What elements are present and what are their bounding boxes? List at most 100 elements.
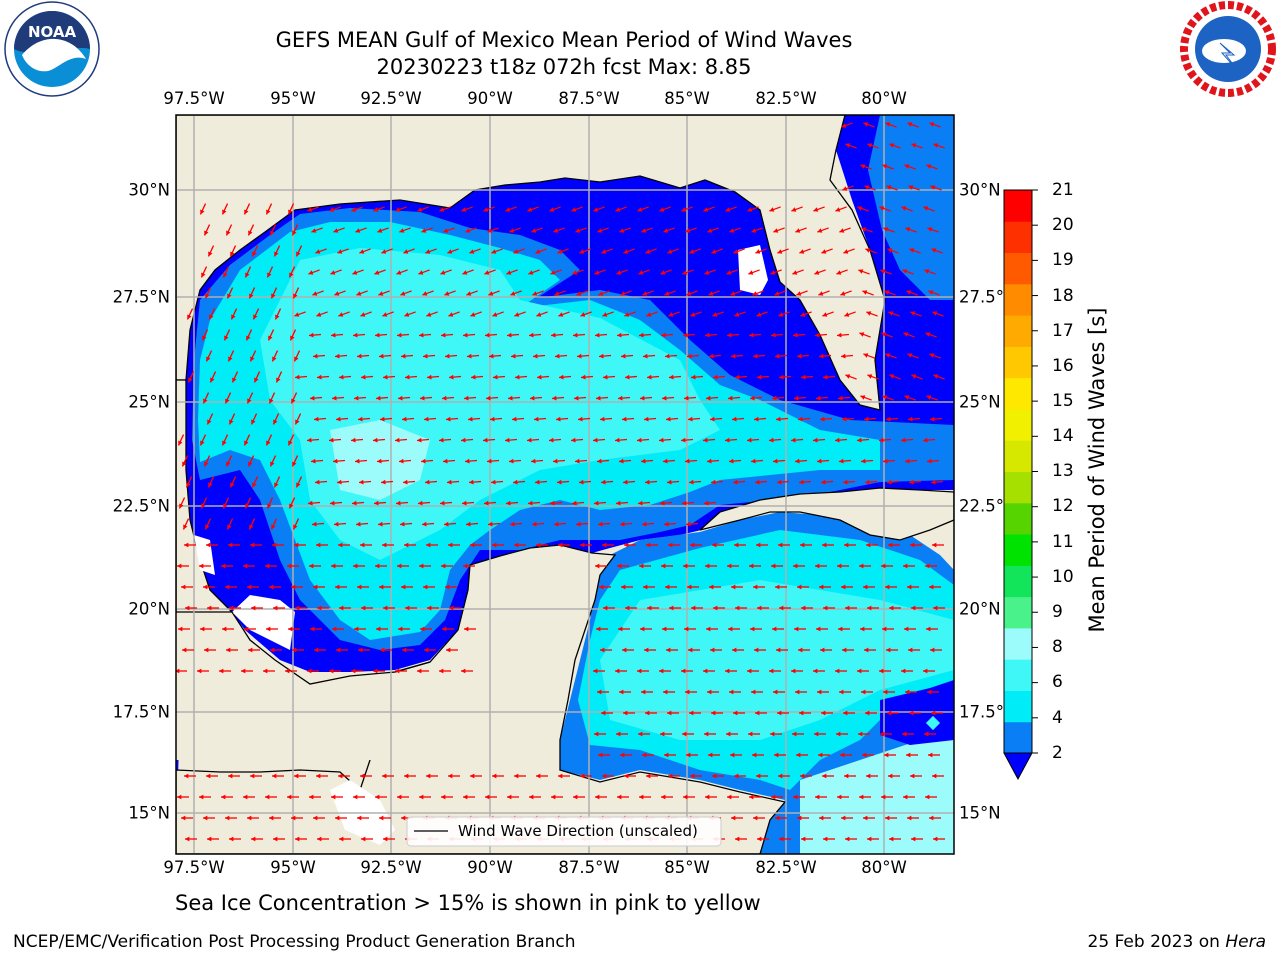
wind-wave-arrowhead — [689, 249, 695, 254]
lat-tick-left: 20°N — [128, 599, 170, 619]
lon-tick-bottom: 85°W — [664, 858, 710, 877]
lon-tick-top: 85°W — [664, 89, 710, 108]
wind-wave-arrowhead — [814, 270, 820, 275]
wind-wave-arrowhead — [644, 416, 649, 422]
wind-wave-arrowhead — [639, 794, 644, 800]
wind-wave-arrowhead — [399, 458, 404, 464]
wind-wave-arrowhead — [729, 228, 735, 233]
wind-wave-arrowhead — [712, 542, 717, 548]
wind-wave-arrowhead — [729, 458, 734, 464]
wind-wave-arrowhead — [909, 710, 914, 716]
wind-wave-arrowhead — [596, 395, 601, 401]
wind-wave-arrowhead — [641, 458, 646, 464]
wind-wave-arrowhead — [619, 689, 624, 695]
wind-wave-arrowhead — [690, 312, 696, 317]
wind-wave-arrowhead — [231, 314, 236, 320]
wind-wave-arrowhead — [752, 752, 757, 758]
lon-tick-bottom: 90°W — [467, 858, 513, 877]
lon-tick-top: 92.5°W — [360, 89, 422, 108]
wind-wave-arrowhead — [229, 605, 234, 611]
wind-wave-arrowhead — [932, 773, 937, 779]
wind-wave-arrowhead — [642, 521, 647, 527]
wind-wave-arrowhead — [725, 668, 730, 674]
wind-wave-arrowhead — [907, 584, 912, 590]
wind-wave-arrowhead — [593, 668, 598, 674]
wind-wave-arrowhead — [750, 395, 755, 401]
wind-wave-arrowhead — [837, 332, 842, 338]
wind-wave-arrowhead — [271, 293, 276, 299]
wind-wave-arrowhead — [380, 416, 385, 422]
wind-wave-arrowhead — [309, 563, 314, 569]
wind-wave-arrowhead — [927, 227, 933, 232]
wind-wave-arrowhead — [418, 500, 423, 506]
colorbar-tick: 15 — [1052, 391, 1074, 411]
wind-wave-arrowhead — [177, 563, 182, 569]
wind-wave-arrowhead — [866, 542, 871, 548]
wind-wave-arrowhead — [661, 563, 666, 569]
wind-wave-arrowhead — [594, 270, 600, 275]
wind-wave-arrowhead — [331, 794, 336, 800]
wind-wave-arrowhead — [704, 500, 709, 506]
wind-wave-arrowhead — [425, 479, 430, 485]
wind-wave-arrowhead — [905, 227, 911, 232]
wind-wave-arrowhead — [419, 794, 424, 800]
wind-wave-arrowhead — [930, 416, 935, 422]
wind-wave-arrowhead — [857, 437, 862, 443]
wind-wave-arrowhead — [246, 335, 251, 341]
wind-wave-arrowhead — [272, 542, 277, 548]
wind-wave-arrowhead — [383, 605, 388, 611]
wind-wave-arrowhead — [361, 605, 366, 611]
lon-tick-top: 90°W — [467, 89, 513, 108]
wind-wave-arrowhead — [197, 668, 202, 674]
wind-wave-arrowhead — [269, 815, 274, 821]
wind-wave-arrowhead — [642, 752, 647, 758]
wind-wave-arrowhead — [797, 815, 802, 821]
wind-wave-arrowhead — [573, 332, 578, 338]
wind-wave-arrowhead — [857, 668, 862, 674]
wind-wave-arrowhead — [536, 773, 541, 779]
wind-wave-arrowhead — [361, 374, 366, 380]
wind-wave-arrowhead — [704, 270, 710, 275]
wind-wave-arrowhead — [465, 458, 470, 464]
wind-wave-arrowhead — [792, 270, 798, 275]
wind-wave-arrowhead — [622, 647, 627, 653]
wind-wave-arrowhead — [426, 542, 431, 548]
wind-wave-arrowhead — [735, 605, 740, 611]
wind-wave-arrowhead — [615, 207, 621, 212]
wind-wave-arrowhead — [682, 731, 687, 737]
wind-wave-arrowhead — [928, 752, 933, 758]
wind-wave-arrowhead — [925, 563, 930, 569]
wind-wave-arrowhead — [359, 249, 365, 254]
wind-wave-arrowhead — [440, 500, 445, 506]
wind-wave-arrowhead — [844, 773, 849, 779]
wind-wave-arrowhead — [294, 312, 300, 317]
wind-wave-arrowhead — [838, 626, 843, 632]
wind-wave-arrowhead — [317, 605, 322, 611]
wind-wave-arrowhead — [514, 542, 519, 548]
wind-wave-arrowhead — [205, 293, 210, 299]
wind-wave-arrowhead — [397, 332, 402, 338]
wind-wave-arrowhead — [706, 626, 711, 632]
wind-wave-arrowhead — [842, 416, 847, 422]
wind-wave-arrowhead — [552, 395, 557, 401]
wind-wave-arrowhead — [373, 207, 379, 212]
wind-wave-arrowhead — [732, 647, 737, 653]
wind-wave-arrowhead — [646, 312, 652, 317]
footer-host: Hera — [1225, 932, 1266, 952]
wind-wave-arrowhead — [230, 251, 235, 257]
nws-logo — [1180, 1, 1276, 97]
wind-wave-arrowhead — [595, 563, 600, 569]
wind-wave-arrowhead — [823, 836, 828, 842]
wind-wave-arrowhead — [771, 794, 776, 800]
wind-wave-arrowhead — [774, 291, 780, 296]
legend-label: Wind Wave Direction (unscaled) — [458, 822, 698, 840]
wind-wave-arrowhead — [681, 668, 686, 674]
wind-wave-arrowhead — [338, 312, 344, 317]
wind-wave-arrowhead — [397, 794, 402, 800]
wind-wave-arrowhead — [203, 815, 208, 821]
wind-wave-arrowhead — [466, 291, 472, 296]
wind-wave-arrowhead — [882, 626, 887, 632]
wind-wave-arrowhead — [470, 312, 476, 317]
wind-wave-arrowhead — [556, 416, 561, 422]
wind-wave-arrowhead — [727, 794, 732, 800]
